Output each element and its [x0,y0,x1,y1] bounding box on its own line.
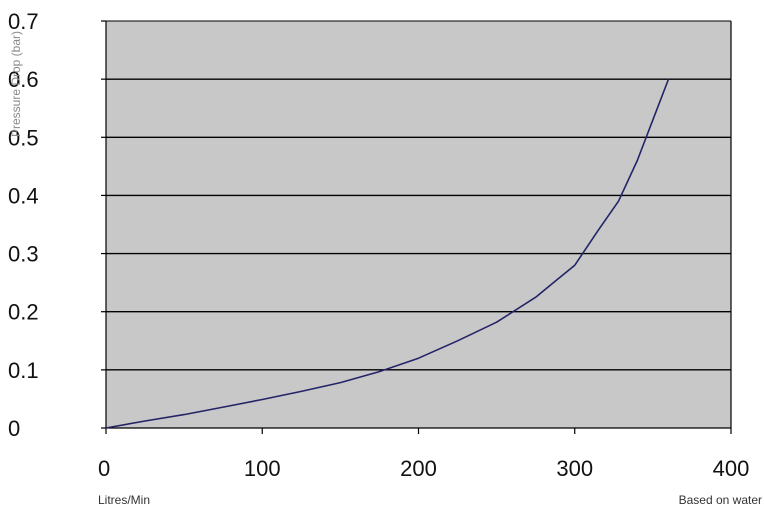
y-axis-label: Pressure Drop (bar) [9,31,23,137]
y-tick-label: 0.4 [8,183,39,208]
axes [101,20,732,434]
y-tick-label: 0.7 [8,9,39,34]
y-tick-label: 0.1 [8,358,39,383]
y-tick-label: 0.6 [8,67,39,92]
x-tick-label: 0 [98,456,110,481]
y-tick-label: 0.3 [8,242,39,267]
x-tick-label: 200 [400,456,437,481]
y-tick-label: 0.5 [8,125,39,150]
y-tick-label: 0 [8,416,20,441]
x-tick-label: 100 [244,456,281,481]
y-tick-labels: 0 0.1 0.2 0.3 0.4 0.5 0.6 0.7 [8,9,39,441]
x-axis-label: Litres/Min [98,493,150,507]
grid-lines [106,20,731,371]
x-tick-labels: 0 100 200 300 400 [98,456,749,481]
data-note: Based on water [679,493,762,507]
x-tick-label: 400 [713,456,750,481]
series-line [105,78,670,429]
plot-area [106,21,731,428]
y-tick-label: 0.2 [8,300,39,325]
x-tick-label: 300 [556,456,593,481]
